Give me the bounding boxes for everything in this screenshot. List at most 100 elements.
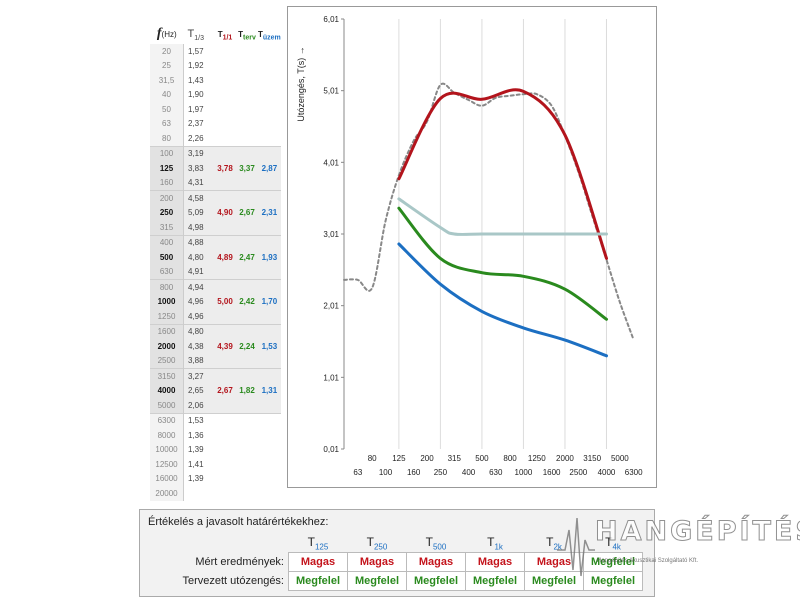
logo-text: HANGÉPÍTÉS bbox=[595, 516, 800, 548]
series-line-3 bbox=[397, 206, 608, 321]
x-tick-label: 400 bbox=[462, 468, 476, 477]
t11-header: T1/1 bbox=[217, 30, 233, 42]
eval-result-cell: Magas bbox=[524, 552, 584, 572]
x-tick-label: 2500 bbox=[569, 468, 587, 477]
t13-cell: 4,80 bbox=[183, 250, 214, 265]
evaluation-panel: Értékelés a javasolt határértékekhez: T1… bbox=[139, 509, 655, 597]
t11-cell bbox=[214, 398, 236, 413]
table-row: 200 4,58 bbox=[150, 190, 281, 206]
t13-cell: 1,39 bbox=[188, 445, 204, 455]
t11-cell bbox=[214, 59, 236, 74]
uzem-cell bbox=[258, 190, 281, 206]
eval-result-cell: Megfelel bbox=[347, 571, 407, 591]
x-tick-label: 2000 bbox=[556, 454, 574, 463]
series-line-0 bbox=[343, 82, 635, 342]
t11-cell bbox=[214, 457, 236, 472]
x-tick-label: 1600 bbox=[543, 468, 561, 477]
x-tick-label: 5000 bbox=[611, 454, 629, 463]
x-tick-label: 200 bbox=[420, 454, 434, 463]
f-cell: 12500 bbox=[150, 457, 184, 472]
hangepites-logo: HANGÉPÍTÉS Hangépítés Akusztikai Szolgál… bbox=[555, 510, 800, 590]
table-row: 20000 bbox=[150, 486, 281, 501]
t11-cell bbox=[214, 175, 236, 191]
f-cell: 20000 bbox=[150, 486, 184, 501]
t11-cell bbox=[214, 88, 236, 103]
uzem-cell bbox=[258, 368, 281, 384]
uzem-cell bbox=[258, 117, 281, 132]
uzem-cell bbox=[258, 234, 281, 250]
t13-cell: 1,43 bbox=[188, 75, 204, 85]
t11-cell bbox=[214, 234, 236, 250]
f-cell: 1250 bbox=[150, 309, 184, 324]
terv-cell bbox=[236, 102, 258, 117]
t13-cell: 5,09 bbox=[183, 205, 214, 220]
planned-label: Tervezett utózengés: bbox=[182, 575, 284, 587]
t11-cell bbox=[214, 428, 236, 443]
terv-cell bbox=[236, 234, 258, 250]
x-tick-label: 160 bbox=[407, 468, 421, 477]
uzem-cell: 2,87 bbox=[258, 161, 281, 176]
table-row: 2500 3,88 bbox=[150, 353, 281, 369]
uzem-cell bbox=[258, 88, 281, 103]
terv-cell bbox=[236, 220, 258, 235]
t13-cell: 4,96 bbox=[183, 294, 214, 309]
t11-cell bbox=[214, 412, 236, 428]
table-row: 1000 4,96 5,00 2,42 1,70 bbox=[150, 294, 281, 309]
f-cell: 16000 bbox=[150, 471, 184, 486]
t11-cell bbox=[214, 353, 236, 369]
table-row: 10000 1,39 bbox=[150, 442, 281, 457]
uzem-cell: 1,70 bbox=[258, 294, 281, 309]
t13-cell: 3,19 bbox=[183, 145, 214, 161]
chart-frame: 0,01 1,01 2,01 3,01 4,01 5,01 6,01 80 125 200 315 5… bbox=[287, 6, 657, 488]
t13-cell: 2,65 bbox=[183, 383, 214, 398]
t11-cell bbox=[214, 323, 236, 339]
freq-header: f(Hz) bbox=[150, 24, 184, 44]
t13-cell: 1,97 bbox=[188, 104, 204, 114]
table-row: 100 3,19 bbox=[150, 145, 281, 161]
t13-header: T1/3 bbox=[187, 27, 204, 42]
table-row: 125 3,83 3,78 3,37 2,87 bbox=[150, 161, 281, 176]
terv-cell bbox=[236, 353, 258, 369]
table-row: 6300 1,53 bbox=[150, 412, 281, 428]
uzem-cell bbox=[258, 323, 281, 339]
eval-result-cell: Megfelel bbox=[288, 571, 348, 591]
t11-cell bbox=[214, 220, 236, 235]
f-cell: 630 bbox=[150, 264, 184, 280]
table-row: 50 1,97 bbox=[150, 102, 281, 117]
table-row: 31,5 1,43 bbox=[150, 73, 281, 88]
t13-cell: 4,96 bbox=[183, 309, 214, 324]
y-tick-label: 1,01 bbox=[323, 373, 339, 382]
uzem-cell: 1,93 bbox=[258, 250, 281, 265]
terv-cell: 3,37 bbox=[236, 161, 258, 176]
t11-cell bbox=[214, 264, 236, 280]
terv-cell bbox=[236, 323, 258, 339]
t11-cell bbox=[214, 145, 236, 161]
terv-cell bbox=[236, 175, 258, 191]
t13-cell: 1,41 bbox=[188, 459, 204, 469]
x-tick-label: 63 bbox=[353, 468, 362, 477]
t13-cell: 4,91 bbox=[183, 264, 214, 280]
eval-header-cell: T4k bbox=[605, 534, 621, 552]
uzem-cell: 1,53 bbox=[258, 339, 281, 354]
x-tick-label: 315 bbox=[448, 454, 462, 463]
table-row: 8000 1,36 bbox=[150, 428, 281, 443]
x-tick-label: 800 bbox=[503, 454, 517, 463]
eval-header-cell: T500 bbox=[425, 534, 447, 552]
terv-cell: 2,24 bbox=[236, 339, 258, 354]
y-tick-label: 3,01 bbox=[323, 230, 339, 239]
t11-cell bbox=[214, 131, 236, 146]
t11-cell bbox=[214, 486, 236, 501]
table-row: 12500 1,41 bbox=[150, 457, 281, 472]
table-row: 315 4,98 bbox=[150, 220, 281, 235]
uzem-cell: 2,31 bbox=[258, 205, 281, 220]
f-cell: 800 bbox=[150, 279, 184, 295]
x-tick-label: 100 bbox=[379, 468, 393, 477]
t11-cell: 4,89 bbox=[214, 250, 236, 265]
f-cell: 8000 bbox=[150, 428, 184, 443]
t13-cell: 4,38 bbox=[183, 339, 214, 354]
eval-header-cell: T250 bbox=[366, 534, 388, 552]
terv-cell bbox=[236, 264, 258, 280]
f-cell: 5000 bbox=[150, 398, 184, 413]
y-tick-label: 4,01 bbox=[323, 158, 339, 167]
terv-cell bbox=[236, 131, 258, 146]
